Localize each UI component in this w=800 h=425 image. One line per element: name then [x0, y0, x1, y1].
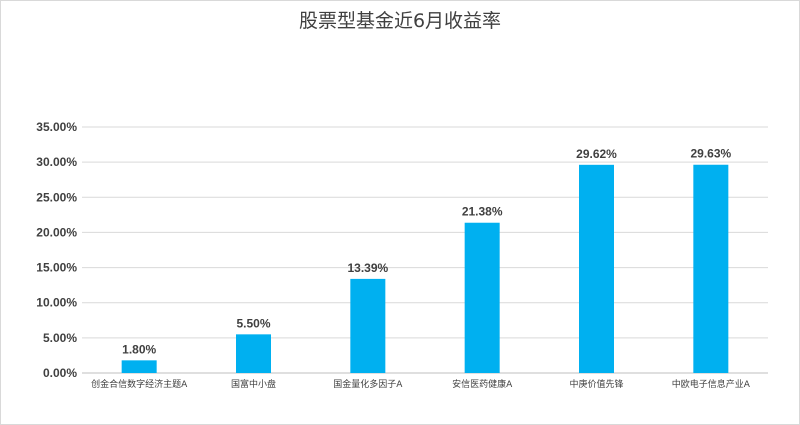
data-label: 21.38%	[462, 205, 503, 219]
y-tick-label: 20.00%	[36, 225, 77, 239]
y-tick-label: 15.00%	[36, 261, 77, 275]
y-tick-label: 30.00%	[36, 155, 77, 169]
bar	[350, 278, 386, 373]
data-label: 13.39%	[347, 261, 388, 275]
y-tick-label: 25.00%	[36, 190, 77, 204]
x-tick-label: 国富中小盘	[231, 378, 276, 390]
y-tick-label: 0.00%	[43, 366, 77, 380]
x-tick-label: 创金合信数字经济主题A	[91, 378, 188, 390]
bar	[579, 164, 614, 373]
bar	[121, 360, 157, 373]
bar	[236, 334, 271, 373]
chart-title: 股票型基金近6月收益率	[298, 10, 502, 32]
data-label: 1.80%	[122, 342, 156, 356]
y-tick-label: 10.00%	[36, 296, 77, 310]
x-tick-label: 安信医药健康A	[452, 378, 513, 390]
data-label: 5.50%	[236, 316, 270, 330]
y-tick-label: 35.00%	[36, 120, 77, 134]
data-label: 29.63%	[690, 147, 731, 161]
y-tick-label: 5.00%	[43, 331, 77, 345]
bar	[464, 222, 500, 373]
x-tick-label: 国金量化多因子A	[333, 378, 403, 390]
bar	[693, 164, 729, 373]
x-tick-label: 中欧电子信息产业A	[672, 378, 751, 390]
x-tick-label: 中庚价值先锋	[569, 378, 623, 390]
data-label: 29.62%	[576, 147, 617, 161]
